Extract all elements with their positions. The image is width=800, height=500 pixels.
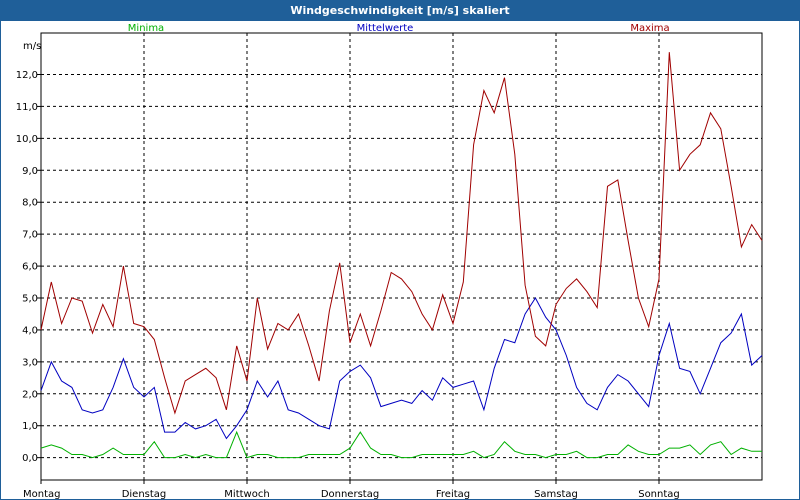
x-tick-day: Dienstag (122, 489, 167, 499)
legend: Minima Mittelwerte Maxima (128, 23, 670, 34)
y-axis-label: m/s (23, 41, 41, 52)
series-line-maxima (40, 52, 763, 415)
legend-minima: Minima (128, 23, 164, 34)
legend-mittelwerte: Mittelwerte (357, 23, 414, 34)
x-tick-day: Freitag (436, 489, 470, 499)
y-tick-label: 7,0 (22, 230, 38, 241)
x-tick-day: Sonntag (638, 489, 680, 499)
plot-area (40, 32, 763, 481)
y-tick-label: 4,0 (22, 325, 38, 336)
series-lines (40, 52, 763, 459)
y-tick-label: 3,0 (22, 357, 38, 368)
series-line-minima (40, 430, 762, 459)
y-tick-label: 1,0 (22, 421, 38, 432)
x-tick-day: Montag (23, 489, 60, 499)
y-axis: 0,0 1,0 2,0 3,0 4,0 5,0 6,0 7,0 8,0 9,0 10,0 11,0 12… (16, 70, 41, 464)
y-tick-label: 9,0 (22, 166, 38, 177)
y-tick-label: 11,0 (16, 102, 38, 113)
y-tick-label: 5,0 (22, 294, 38, 305)
y-tick-label: 0,0 (22, 453, 38, 464)
y-tick-label: 8,0 (22, 198, 38, 209)
line-chart: 0,0 1,0 2,0 3,0 4,0 5,0 6,0 7,0 8,0 9,0 10,0 11,0 12… (16, 23, 763, 499)
x-tick-day: Mittwoch (224, 489, 269, 499)
x-axis: Montag16.10.17Dienstag17.10.17Mittwoch18… (23, 480, 680, 499)
grid-lines (41, 33, 762, 480)
y-tick-label: 10,0 (16, 134, 38, 145)
x-tick-day: Donnerstag (321, 489, 379, 499)
legend-maxima: Maxima (630, 23, 669, 34)
x-tick-day: Samstag (534, 489, 578, 499)
series-line-mittelwerte (40, 297, 763, 440)
y-tick-label: 2,0 (22, 389, 38, 400)
y-tick-label: 12,0 (16, 70, 38, 81)
window-title: Windgeschwindigkeit [m/s] skaliert (1, 1, 799, 21)
y-tick-label: 6,0 (22, 262, 38, 273)
